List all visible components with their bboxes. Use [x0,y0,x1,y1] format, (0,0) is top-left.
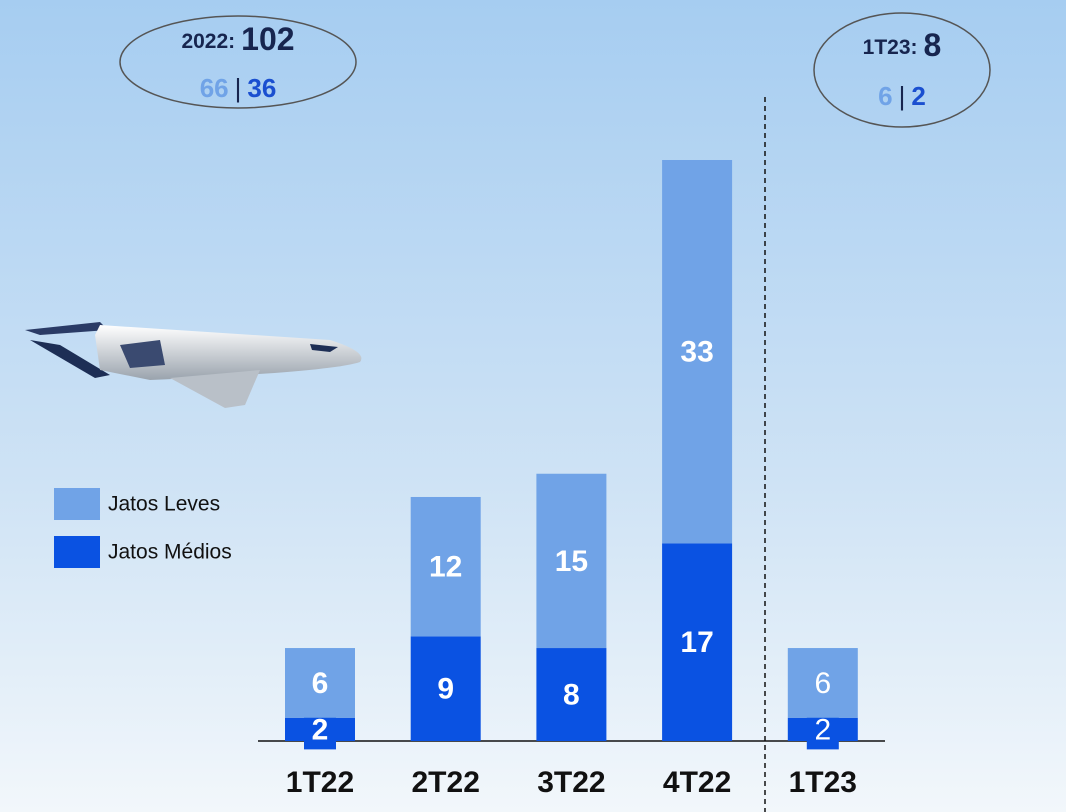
bar-segment [662,543,733,741]
value-label: 17 [680,626,713,659]
annotation-label: 2022: [181,30,235,53]
x-tick-label: 3T22 [537,766,605,799]
bar-segment [536,473,607,649]
legend-label: Jatos Leves [108,493,220,516]
annotation-ellipse [813,12,991,128]
annotation-split: 66 | 36 [200,73,277,103]
bar-segment [285,648,355,718]
annotation-label: 1T23: [863,36,918,59]
annotation-total: 102 [241,21,294,57]
bar-segment [410,636,481,741]
annotation-split: 6 | 2 [878,81,926,111]
bar-segment [536,648,607,741]
value-label: 9 [437,673,454,706]
value-label: 6 [814,667,831,700]
value-label: 12 [429,551,462,584]
annotation-dark: 36 [247,73,276,103]
bar-segment [787,648,858,718]
annotation-light: 6 [878,81,892,111]
value-label: 33 [680,336,713,369]
annotation-title: 1T23: 8 [863,27,942,63]
bar-segment [410,496,481,637]
value-label: 2 [312,713,329,746]
annotation-ellipse [119,15,357,109]
annotation-dark: 2 [911,81,925,111]
value-label: 8 [563,678,580,711]
value-label: 6 [312,667,329,700]
bar-segment [662,160,733,544]
x-tick-label: 4T22 [663,766,731,799]
annotation-total: 8 [924,27,942,63]
annotation-separator: | [235,73,242,103]
legend-swatch [54,536,100,568]
airplane [25,322,362,408]
x-tick-label: 2T22 [412,766,480,799]
legend-label: Jatos Médios [108,541,232,564]
value-label: 2 [814,713,831,746]
annotation-title: 2022: 102 [181,21,294,57]
value-label: 15 [555,545,588,578]
annotation-light: 66 [200,73,229,103]
annotation: 1T23: 8 6 | 2 [813,12,991,128]
annotation-separator: | [899,81,906,111]
x-tick-label: 1T22 [286,766,354,799]
x-tick-label: 1T23 [789,766,857,799]
legend-swatch [54,488,100,520]
annotation: 2022: 102 66 | 36 [119,15,357,109]
